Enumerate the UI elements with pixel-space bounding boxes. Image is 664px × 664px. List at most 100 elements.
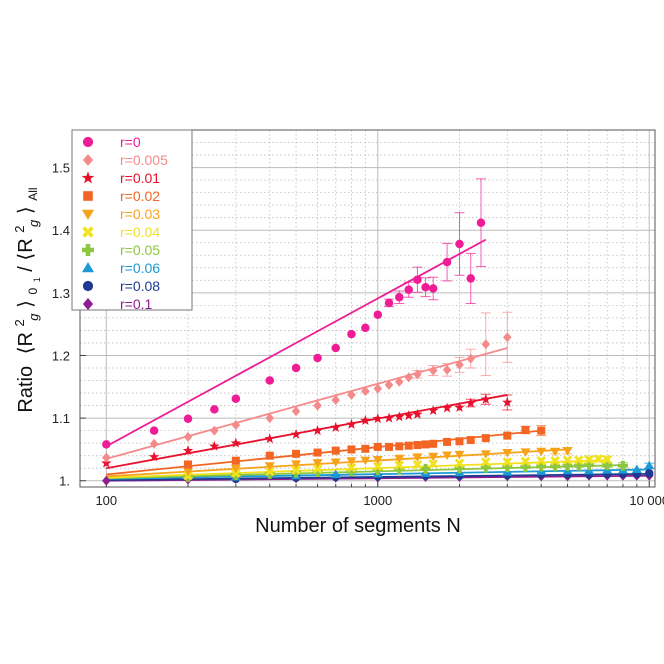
data-point-r-0 xyxy=(384,298,394,308)
data-point-r-0 xyxy=(291,363,301,373)
legend-label-r-0-08: r=0.08 xyxy=(120,278,160,294)
data-point-r-0-02 xyxy=(331,446,340,455)
data-point-r-0-01 xyxy=(312,425,323,436)
data-point-r-0-05 xyxy=(536,461,547,472)
data-point-r-0-01 xyxy=(412,408,423,419)
data-point-r-0-05 xyxy=(520,461,531,472)
data-point-r-0-02 xyxy=(537,426,546,435)
data-point-r-0-04 xyxy=(536,455,546,466)
y-axis-title-ratio: Ratio xyxy=(15,366,37,413)
legend-marker-r-0-06 xyxy=(82,262,94,273)
data-point-r-0-04 xyxy=(584,454,594,465)
y-axis-title-bracket-close-1: ⟩ xyxy=(15,300,37,308)
y-tick-label: 1.5 xyxy=(52,161,70,176)
y-tick-label: 1.2 xyxy=(52,348,70,363)
data-point-r-0-02 xyxy=(413,441,422,450)
data-point-r-0-04 xyxy=(264,466,275,477)
data-point-r-0-03 xyxy=(442,451,453,461)
data-point-r-0-005 xyxy=(428,365,438,376)
data-point-r-0-03 xyxy=(412,453,423,462)
data-point-r-0-005 xyxy=(481,339,491,350)
data-point-r-0-06 xyxy=(631,464,642,473)
data-point-r-0-03 xyxy=(183,467,194,477)
data-point-r-0-01 xyxy=(209,440,220,451)
data-point-r-0 xyxy=(102,440,111,449)
legend-marker-r-0 xyxy=(82,136,94,148)
data-point-r-0-005 xyxy=(404,372,413,383)
data-point-r-0-01 xyxy=(372,413,384,424)
data-point-r-0-05 xyxy=(312,466,323,477)
data-point-r-0-05 xyxy=(394,464,405,475)
y-tick-label: 1.3 xyxy=(52,286,70,301)
data-point-r-0-04 xyxy=(346,462,357,473)
data-point-r-0-01 xyxy=(330,422,341,432)
y-axis-title-sub-all: All xyxy=(26,187,40,200)
legend-label-r-0-05: r=0.05 xyxy=(120,242,160,258)
data-point-r-0-05 xyxy=(502,461,513,472)
y-axis-title-sub-0: 0 xyxy=(26,288,40,295)
data-point-r-0-01 xyxy=(264,433,275,444)
y-axis-title: Ratio ⟨R 2 g ⟩ 0 1 / ⟨R 2 g ⟩ All xyxy=(12,187,42,413)
data-point-r-0-03 xyxy=(480,450,491,459)
data-point-r-0-01 xyxy=(465,397,476,408)
data-point-r-0-01 xyxy=(427,405,439,416)
fit-line-r-0 xyxy=(105,238,487,448)
data-point-r-0-05 xyxy=(420,463,431,474)
data-point-r-0-06 xyxy=(644,460,655,470)
y-tick-label: 1.4 xyxy=(52,223,70,238)
x-tick-label: 100 xyxy=(95,493,117,508)
data-point-r-0-04 xyxy=(550,455,560,466)
data-point-r-0-03 xyxy=(562,447,573,456)
y-axis-title-sub-01: 1 xyxy=(32,277,42,282)
legend-marker-r-0-005 xyxy=(82,154,94,166)
data-point-r-0-02 xyxy=(395,442,404,451)
data-point-r-0-06 xyxy=(330,469,341,478)
x-tick-label: 1000 xyxy=(363,493,392,508)
legend-label-r-0-02: r=0.02 xyxy=(120,188,160,204)
data-point-r-0-005 xyxy=(373,383,383,394)
data-point-r-0-02 xyxy=(385,442,394,451)
legend-marker-r-0-01 xyxy=(81,171,95,184)
data-point-r-0 xyxy=(395,292,404,302)
data-point-r-0-05 xyxy=(602,460,613,471)
data-point-r-0-05 xyxy=(584,460,595,471)
legend-marker-r-0-08 xyxy=(82,280,94,292)
data-point-r-0 xyxy=(183,414,193,423)
legend-label-r-0-03: r=0.03 xyxy=(120,206,160,222)
data-point-r-0-04 xyxy=(412,459,423,470)
data-point-r-0-005 xyxy=(413,369,422,380)
data-point-r-0 xyxy=(331,343,340,353)
y-tick-label: 1.1 xyxy=(52,411,70,426)
legend-marker-r-0-1 xyxy=(82,298,94,310)
data-point-r-0-1 xyxy=(102,475,111,486)
data-point-r-0 xyxy=(210,405,219,414)
data-point-r-0-03 xyxy=(536,447,547,457)
x-axis-title: Number of segments N xyxy=(255,515,461,537)
data-point-r-0-03 xyxy=(428,452,439,462)
data-point-r-0 xyxy=(347,329,356,339)
data-point-r-0-05 xyxy=(346,466,357,477)
y-axis-title-bracket-open-2: ⟨R xyxy=(15,238,37,260)
data-point-r-0-02 xyxy=(373,442,382,451)
data-point-r-0 xyxy=(466,274,475,283)
data-point-r-0-04 xyxy=(291,465,301,475)
data-point-r-0-03 xyxy=(520,448,531,457)
legend-label-r-0-06: r=0.06 xyxy=(120,260,160,276)
data-point-r-0-005 xyxy=(149,438,159,449)
data-point-r-0 xyxy=(428,284,438,293)
data-point-r-0-005 xyxy=(347,389,356,400)
data-point-r-0-005 xyxy=(331,394,340,405)
data-point-r-0-01 xyxy=(383,412,395,423)
axes: 100 1000 10 000 1. 1.1 1.2 1.3 1.4 1.5 xyxy=(52,161,664,508)
data-point-r-0-01 xyxy=(360,415,371,426)
data-point-r-0-02 xyxy=(481,434,490,443)
data-point-r-0-04 xyxy=(394,460,405,470)
legend-label-r-0-04: r=0.04 xyxy=(120,224,160,240)
data-point-r-0-04 xyxy=(428,459,438,469)
data-point-r-0-01 xyxy=(403,410,414,421)
data-point-r-0-02 xyxy=(265,451,274,460)
data-point-r-0-005 xyxy=(466,353,475,364)
data-point-r-0-04 xyxy=(602,454,612,465)
data-point-r-0-04 xyxy=(373,461,383,472)
